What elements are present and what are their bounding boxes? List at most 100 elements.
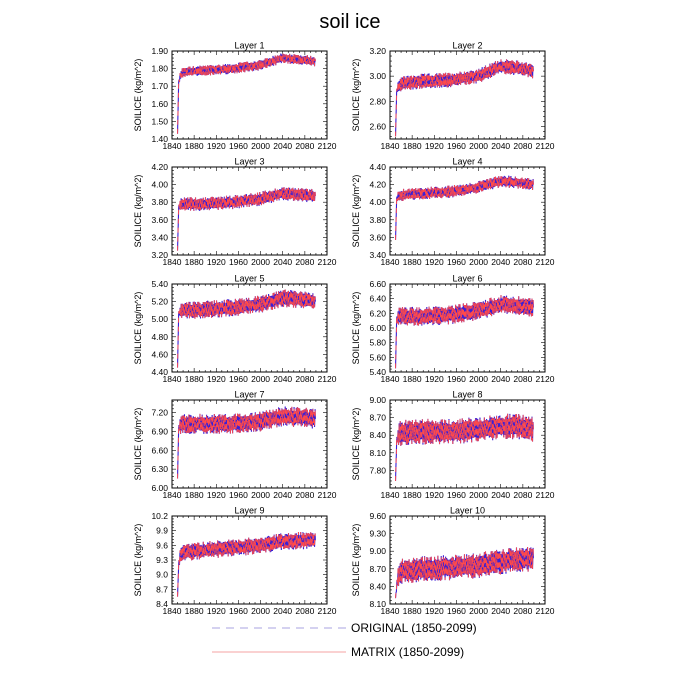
x-tick-label: 2120 bbox=[536, 490, 555, 500]
y-tick-label: 8.7 bbox=[156, 584, 168, 594]
x-tick-label: 1920 bbox=[207, 374, 226, 384]
y-tick-label: 6.60 bbox=[369, 279, 386, 289]
legend-original-label: ORIGINAL (1850-2099) bbox=[351, 621, 477, 635]
series-matrix bbox=[177, 289, 316, 368]
y-tick-label: 3.60 bbox=[151, 215, 168, 225]
y-axis-label: SOILICE (kg/m^2) bbox=[351, 408, 361, 481]
y-axis-label: SOILICE (kg/m^2) bbox=[351, 175, 361, 248]
y-tick-label: 9.60 bbox=[369, 511, 386, 521]
y-tick-label: 3.80 bbox=[369, 215, 386, 225]
y-tick-label: 9.6 bbox=[156, 540, 168, 550]
y-tick-label: 8.40 bbox=[369, 581, 386, 591]
y-tick-label: 3.20 bbox=[369, 46, 386, 56]
x-tick-label: 1920 bbox=[207, 490, 226, 500]
x-tick-label: 2120 bbox=[536, 141, 555, 151]
x-tick-label: 1840 bbox=[163, 490, 182, 500]
x-tick-label: 2000 bbox=[469, 606, 488, 616]
y-tick-label: 2.60 bbox=[369, 121, 386, 131]
series-matrix bbox=[177, 187, 316, 251]
x-tick-label: 2000 bbox=[469, 257, 488, 267]
x-tick-label: 1960 bbox=[447, 257, 466, 267]
y-tick-label: 8.70 bbox=[369, 564, 386, 574]
x-tick-label: 2040 bbox=[273, 606, 292, 616]
x-tick-label: 2080 bbox=[295, 257, 314, 267]
x-tick-label: 2000 bbox=[251, 257, 270, 267]
x-tick-label: 1960 bbox=[229, 141, 248, 151]
panel-layer-7: Layer 7 1840 1880 1920 1960 2000 2040 2080 2120 6… bbox=[133, 390, 337, 501]
x-tick-label: 1920 bbox=[207, 606, 226, 616]
series-matrix bbox=[395, 547, 534, 599]
x-tick-label: 1960 bbox=[447, 490, 466, 500]
y-tick-label: 6.00 bbox=[151, 483, 168, 493]
panel-title: Layer 4 bbox=[452, 157, 482, 167]
y-tick-label: 8.10 bbox=[369, 599, 386, 609]
y-tick-label: 8.10 bbox=[369, 448, 386, 458]
panel-layer-9: Layer 9 1840 1880 1920 1960 2000 2040 2080 2120 8… bbox=[133, 506, 337, 617]
y-tick-label: 9.9 bbox=[156, 526, 168, 536]
y-tick-label: 9.3 bbox=[156, 555, 168, 565]
x-tick-label: 1960 bbox=[229, 490, 248, 500]
x-tick-label: 1960 bbox=[447, 141, 466, 151]
panel-title: Layer 5 bbox=[234, 274, 264, 284]
panel-title: Layer 9 bbox=[234, 506, 264, 516]
x-tick-label: 2080 bbox=[295, 141, 314, 151]
panel-title: Layer 8 bbox=[452, 390, 482, 400]
y-axis-label: SOILICE (kg/m^2) bbox=[351, 524, 361, 597]
y-tick-label: 5.60 bbox=[369, 352, 386, 362]
x-tick-label: 2000 bbox=[251, 374, 270, 384]
x-tick-label: 1880 bbox=[403, 257, 422, 267]
panel-layer-8: Layer 8 1840 1880 1920 1960 2000 2040 2080 2120 7… bbox=[351, 390, 555, 501]
x-tick-label: 1880 bbox=[403, 606, 422, 616]
x-tick-label: 2080 bbox=[513, 141, 532, 151]
x-tick-label: 2040 bbox=[273, 490, 292, 500]
x-tick-label: 1880 bbox=[185, 606, 204, 616]
x-tick-label: 1840 bbox=[381, 257, 400, 267]
panel-layer-6: Layer 6 1840 1880 1920 1960 2000 2040 2080 2120 5… bbox=[351, 274, 555, 385]
x-tick-label: 2120 bbox=[318, 374, 337, 384]
y-axis-label: SOILICE (kg/m^2) bbox=[351, 59, 361, 132]
x-tick-label: 1920 bbox=[207, 257, 226, 267]
x-tick-label: 1960 bbox=[229, 257, 248, 267]
y-tick-label: 1.70 bbox=[151, 81, 168, 91]
y-tick-label: 6.60 bbox=[151, 445, 168, 455]
x-tick-label: 2000 bbox=[251, 606, 270, 616]
panel-title: Layer 1 bbox=[234, 41, 264, 51]
x-tick-label: 2000 bbox=[251, 141, 270, 151]
series-matrix bbox=[177, 53, 316, 134]
x-tick-label: 2120 bbox=[318, 606, 337, 616]
series-matrix bbox=[395, 59, 534, 137]
panel-title: Layer 10 bbox=[450, 506, 485, 516]
x-tick-label: 1960 bbox=[447, 606, 466, 616]
y-tick-label: 1.90 bbox=[151, 46, 168, 56]
x-tick-label: 1960 bbox=[229, 606, 248, 616]
x-tick-label: 2040 bbox=[273, 257, 292, 267]
y-tick-label: 6.20 bbox=[369, 308, 386, 318]
x-tick-label: 1960 bbox=[229, 374, 248, 384]
y-axis-label: SOILICE (kg/m^2) bbox=[351, 292, 361, 365]
y-tick-label: 9.00 bbox=[369, 395, 386, 405]
x-tick-label: 2040 bbox=[491, 490, 510, 500]
y-tick-label: 1.50 bbox=[151, 116, 168, 126]
y-tick-label: 7.20 bbox=[151, 408, 168, 418]
x-tick-label: 2000 bbox=[469, 490, 488, 500]
panel-layer-2: Layer 2 1840 1880 1920 1960 2000 2040 2080 2120 2… bbox=[351, 41, 555, 152]
y-tick-label: 9.00 bbox=[369, 546, 386, 556]
y-tick-label: 4.20 bbox=[369, 180, 386, 190]
y-tick-label: 8.40 bbox=[369, 430, 386, 440]
y-tick-label: 1.60 bbox=[151, 99, 168, 109]
series-matrix bbox=[177, 406, 316, 479]
x-tick-label: 2040 bbox=[491, 141, 510, 151]
x-tick-label: 1840 bbox=[163, 257, 182, 267]
x-tick-label: 1840 bbox=[163, 374, 182, 384]
x-tick-label: 1880 bbox=[403, 141, 422, 151]
x-tick-label: 2120 bbox=[318, 490, 337, 500]
y-axis-label: SOILICE (kg/m^2) bbox=[133, 292, 143, 365]
series-matrix bbox=[177, 531, 316, 597]
x-tick-label: 1960 bbox=[447, 374, 466, 384]
panel-layer-3: Layer 3 1840 1880 1920 1960 2000 2040 2080 2120 3… bbox=[133, 157, 337, 268]
x-tick-label: 1920 bbox=[425, 374, 444, 384]
series-matrix bbox=[395, 295, 534, 369]
x-tick-label: 2000 bbox=[251, 490, 270, 500]
